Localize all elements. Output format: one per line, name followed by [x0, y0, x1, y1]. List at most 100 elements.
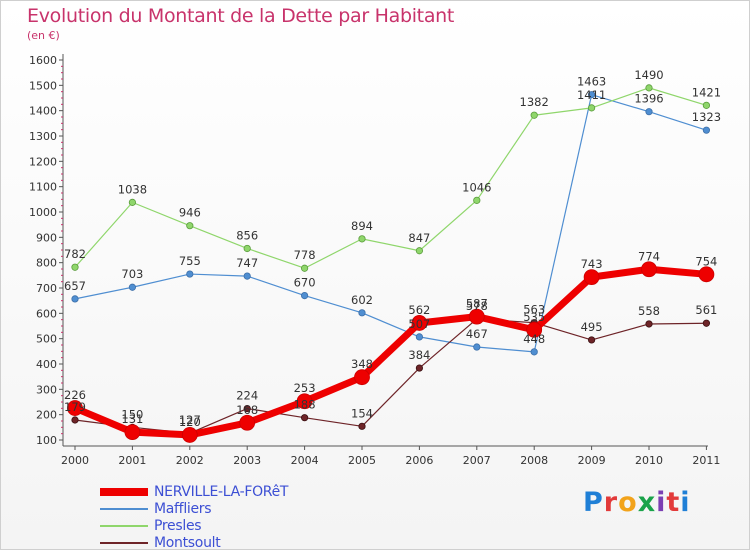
- data-label: 782: [64, 247, 86, 261]
- proxiti-logo: Proxiti: [583, 487, 691, 518]
- data-label: 226: [64, 388, 86, 402]
- data-label: 1323: [692, 110, 721, 124]
- data-label: 856: [236, 228, 258, 242]
- data-point: [473, 343, 481, 351]
- data-point: [526, 321, 543, 338]
- y-tick-label: 600: [36, 307, 57, 320]
- data-point: [411, 315, 428, 331]
- series-line-maffliers: [74, 94, 708, 353]
- data-label: 495: [581, 320, 603, 334]
- data-label: 448: [523, 332, 545, 346]
- data-label: 120: [179, 415, 201, 429]
- y-tick-label: 1400: [29, 105, 57, 118]
- y-tick-label: 1300: [29, 130, 57, 143]
- data-label: 657: [64, 279, 86, 293]
- y-tick-label: 200: [36, 409, 57, 422]
- data-point: [415, 364, 423, 372]
- data-label: 847: [408, 231, 430, 245]
- data-point: [641, 261, 657, 278]
- logo-letter: r: [603, 487, 619, 518]
- data-point: [645, 84, 653, 92]
- data-label: 747: [236, 256, 258, 270]
- data-label: 1421: [692, 85, 721, 99]
- data-point: [71, 416, 79, 424]
- data-label: 1038: [118, 182, 147, 196]
- data-point: [358, 235, 366, 243]
- legend-swatch: [100, 488, 148, 496]
- data-label: 774: [638, 249, 660, 263]
- data-point: [587, 104, 596, 112]
- data-label: 1382: [520, 95, 549, 109]
- y-tick-label: 1000: [29, 206, 57, 219]
- data-point: [186, 222, 194, 230]
- data-label: 127: [179, 413, 201, 427]
- data-label: 561: [695, 303, 717, 317]
- data-point: [243, 272, 251, 280]
- x-tick-label: 2002: [176, 454, 204, 467]
- data-point: [468, 308, 485, 325]
- data-point: [128, 283, 136, 291]
- x-tick-label: 2000: [61, 454, 89, 467]
- legend-label: Presles: [154, 518, 202, 534]
- data-point: [71, 295, 79, 303]
- data-point: [587, 91, 596, 99]
- data-point: [698, 266, 715, 283]
- data-label: 467: [466, 327, 488, 341]
- y-tick-label: 400: [36, 358, 57, 371]
- legend-swatch: [100, 508, 148, 510]
- data-label: 154: [351, 406, 373, 420]
- data-label: 224: [236, 389, 258, 403]
- y-tick-label: 800: [36, 257, 57, 270]
- data-point: [300, 291, 309, 300]
- series-line-montsoult: [74, 318, 708, 434]
- y-tick-label: 500: [36, 333, 57, 346]
- legend-label: Maffliers: [154, 501, 212, 517]
- x-tick-label: 2001: [118, 454, 146, 467]
- logo-letter: x: [637, 487, 657, 518]
- data-point: [243, 244, 251, 253]
- data-point: [415, 333, 423, 341]
- data-label: 894: [351, 219, 373, 233]
- x-tick-label: 2003: [233, 454, 261, 467]
- x-tick-label: 2004: [291, 454, 319, 467]
- chart-subtitle: (en €): [27, 29, 60, 42]
- data-point: [124, 424, 141, 441]
- data-point: [354, 369, 370, 386]
- data-point: [645, 320, 653, 328]
- series-line-nerville-la-for-t: [71, 265, 710, 439]
- data-label: 1490: [634, 68, 663, 82]
- data-point: [702, 126, 711, 134]
- data-point: [71, 263, 79, 271]
- series-line-presles: [74, 87, 708, 269]
- data-label: 1046: [462, 180, 491, 194]
- logo-letter: o: [618, 487, 638, 518]
- data-point: [239, 414, 256, 431]
- legend-label: Montsoult: [154, 535, 221, 551]
- data-label: 1396: [634, 92, 663, 106]
- y-tick-label: 1100: [29, 181, 57, 194]
- data-label: 131: [121, 412, 143, 426]
- data-point: [128, 198, 136, 206]
- data-label: 778: [294, 248, 316, 262]
- logo-letter: i: [656, 487, 667, 518]
- data-label: 743: [581, 257, 603, 271]
- data-label: 670: [294, 276, 316, 290]
- data-label: 1411: [577, 88, 606, 102]
- chart-title: Evolution du Montant de la Dette par Hab…: [27, 5, 455, 27]
- data-label: 384: [408, 348, 430, 362]
- data-label: 253: [294, 381, 316, 395]
- data-label: 754: [695, 254, 717, 268]
- legend-swatch: [100, 525, 148, 527]
- logo-letter: P: [583, 487, 604, 518]
- logo-letter: t: [666, 487, 681, 518]
- data-point: [645, 108, 653, 116]
- data-point: [702, 319, 711, 327]
- x-tick-label: 2010: [635, 454, 663, 467]
- data-label: 168: [236, 403, 258, 417]
- data-point: [583, 269, 600, 286]
- data-label: 563: [523, 303, 545, 317]
- x-tick-label: 2005: [348, 454, 376, 467]
- data-label: 179: [64, 400, 86, 414]
- y-tick-label: 100: [36, 434, 57, 447]
